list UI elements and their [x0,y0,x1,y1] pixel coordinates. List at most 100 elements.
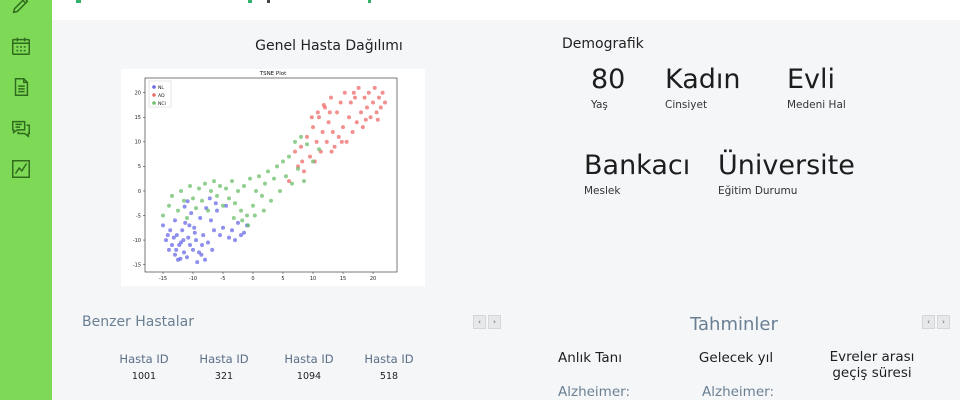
scatter-point-nl [203,257,207,262]
scatter-point-nci [245,213,249,218]
gender-stat: Kadın Cinsiyet [665,66,741,111]
scatter-point-nl [185,199,190,204]
scatter-point-nci [191,196,195,201]
scatter-point-ad [368,115,373,120]
x-tick-label: 20 [370,276,376,282]
scatter-point-nl [188,242,192,247]
scatter-point-ad [332,144,337,149]
scatter-point-nci [231,215,236,220]
y-tick-label: 0 [138,189,141,195]
prev-button[interactable]: ‹ [473,315,486,329]
scatter-point-nci [182,198,186,203]
scatter-point-nci [287,154,291,159]
age-label: Yaş [591,99,608,111]
age-stat: 80 Yaş [591,66,625,111]
scatter-point-nci [179,188,183,193]
next-button[interactable]: › [488,315,501,329]
y-tick-label: 15 [135,115,141,121]
legend-marker [152,101,156,105]
scatter-point-nci [293,139,297,144]
scatter-point-nci [170,193,174,198]
scatter-point-nl [179,240,183,245]
scatter-point-nci [176,208,180,213]
scatter-point-ad [372,85,377,90]
chart-icon[interactable] [10,158,32,180]
plot-frame [144,77,398,273]
scatter-point-nl [227,235,231,240]
patient-id-link[interactable]: 1094 [296,371,322,382]
scatter-point-nci [311,159,315,164]
scatter-point-nl [236,220,240,225]
scatter-point-nci [224,186,228,191]
scatter-point-ad [308,154,312,159]
scatter-point-nci [284,174,288,179]
scatter-point-nl [221,225,225,230]
similar-patients-title: Benzer Hastalar [82,314,194,330]
scatter-point-nci [236,188,240,193]
scatter-point-nl [191,247,195,252]
scatter-point-nl [178,256,183,261]
document-icon[interactable] [10,76,32,98]
calendar-icon[interactable] [10,35,32,57]
legend-label: NCI [158,101,166,107]
top-accent [76,0,81,3]
demographics-title: Demografik [562,36,644,52]
scatter-point-ad [348,100,353,105]
pencil-icon[interactable] [10,0,32,16]
scatter-point-ad [287,179,291,184]
scatter-point-nl [173,252,177,257]
top-accent [368,0,371,3]
scatter-point-nl [194,238,198,243]
scatter-point-nl [174,247,179,252]
scatter-point-ad [377,95,381,100]
job-value: Bankacı [584,150,691,181]
scatter-point-nl [230,228,234,233]
scatter-point-ad [374,110,379,115]
chat-icon[interactable] [10,117,32,139]
chart-title: TSNE Plot [259,71,287,77]
scatter-point-nl [168,228,173,233]
scatter-point-nci [230,179,234,184]
scatter-point-ad [330,130,335,135]
scatter-point-nl [206,240,210,245]
scatter-point-nl [164,238,168,243]
prev-button[interactable]: ‹ [922,315,935,329]
patient-id-link[interactable]: 321 [214,371,234,382]
legend-marker [152,93,156,97]
distribution-title: Genel Hasta Dağılımı [255,38,403,54]
scatter-point-nl [173,218,177,223]
next-button[interactable]: › [937,315,950,329]
scatter-point-nl [167,247,171,252]
scatter-point-nci [212,179,216,184]
scatter-point-nci [242,184,246,189]
scatter-point-nci [240,218,245,223]
scatter-point-nci [215,193,219,198]
scatter-point-nci [203,181,207,186]
scatter-point-nl [183,220,188,225]
scatter-point-nci [221,203,225,208]
scatter-point-ad [320,130,325,135]
scatter-point-nl [213,201,218,206]
scatter-point-nci [167,203,171,208]
patient-id-link[interactable]: 1001 [131,371,157,382]
scatter-point-nl [215,208,219,213]
scatter-point-nci [302,179,306,184]
patient-id-link[interactable]: 518 [379,371,399,382]
scatter-point-nci [296,166,300,171]
scatter-point-ad [329,149,334,154]
scatter-point-nci [260,193,264,198]
scatter-point-ad [347,115,351,120]
scatter-point-nl [195,260,200,265]
scatter-point-nl [181,238,186,243]
scatter-point-ad [299,144,303,149]
scatter-point-ad [351,90,356,95]
patient-id-header: Hasta ID [199,352,249,366]
top-bar [52,0,960,21]
scatter-point-ad [371,100,375,105]
scatter-point-nl [182,250,186,255]
scatter-point-nci [290,181,294,186]
scatter-point-nl [165,233,170,238]
patient-id-header: Hasta ID [119,352,169,366]
scatter-point-ad [353,95,357,100]
scatter-point-ad [378,105,383,110]
